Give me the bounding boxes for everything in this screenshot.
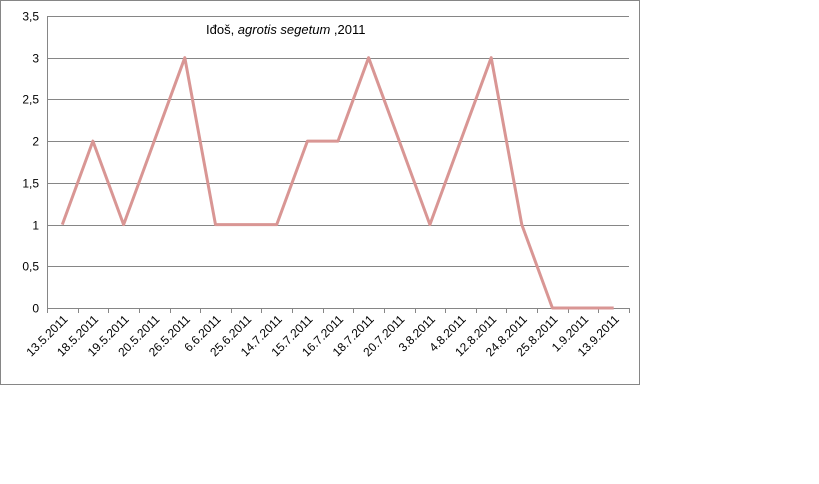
y-tick-label: 0 — [32, 302, 39, 316]
line-chart: 0 0,5 1 1,5 2 2,5 3 3,5 13.5.201118.5.201119.5.… — [22, 10, 630, 359]
grid-layer — [47, 16, 630, 313]
series-line — [60, 56, 614, 310]
chart-title: Iđoš, agrotis segetum ,2011 — [206, 22, 365, 37]
y-tick-label: 0,5 — [22, 260, 39, 274]
y-tick-label: 1 — [32, 219, 39, 233]
y-tick-label: 3,5 — [22, 10, 39, 24]
chart-title-prefix: Iđoš, — [206, 22, 238, 37]
series-layer — [60, 56, 614, 310]
y-tick-labels: 0 0,5 1 1,5 2 2,5 3 3,5 — [22, 10, 39, 316]
y-tick-label: 1,5 — [22, 177, 39, 191]
y-tick-label: 2 — [32, 135, 39, 149]
chart-title-suffix: ,2011 — [330, 22, 365, 37]
x-tick-labels: 13.5.201118.5.201119.5.201120.5.201126.5… — [23, 312, 622, 359]
y-tick-label: 3 — [32, 52, 39, 66]
y-tick-label: 2,5 — [22, 93, 39, 107]
chart-title-italic: agrotis segetum — [238, 22, 331, 37]
chart-frame: 0 0,5 1 1,5 2 2,5 3 3,5 13.5.2011 18.5.2011 19.5.… — [0, 0, 640, 385]
